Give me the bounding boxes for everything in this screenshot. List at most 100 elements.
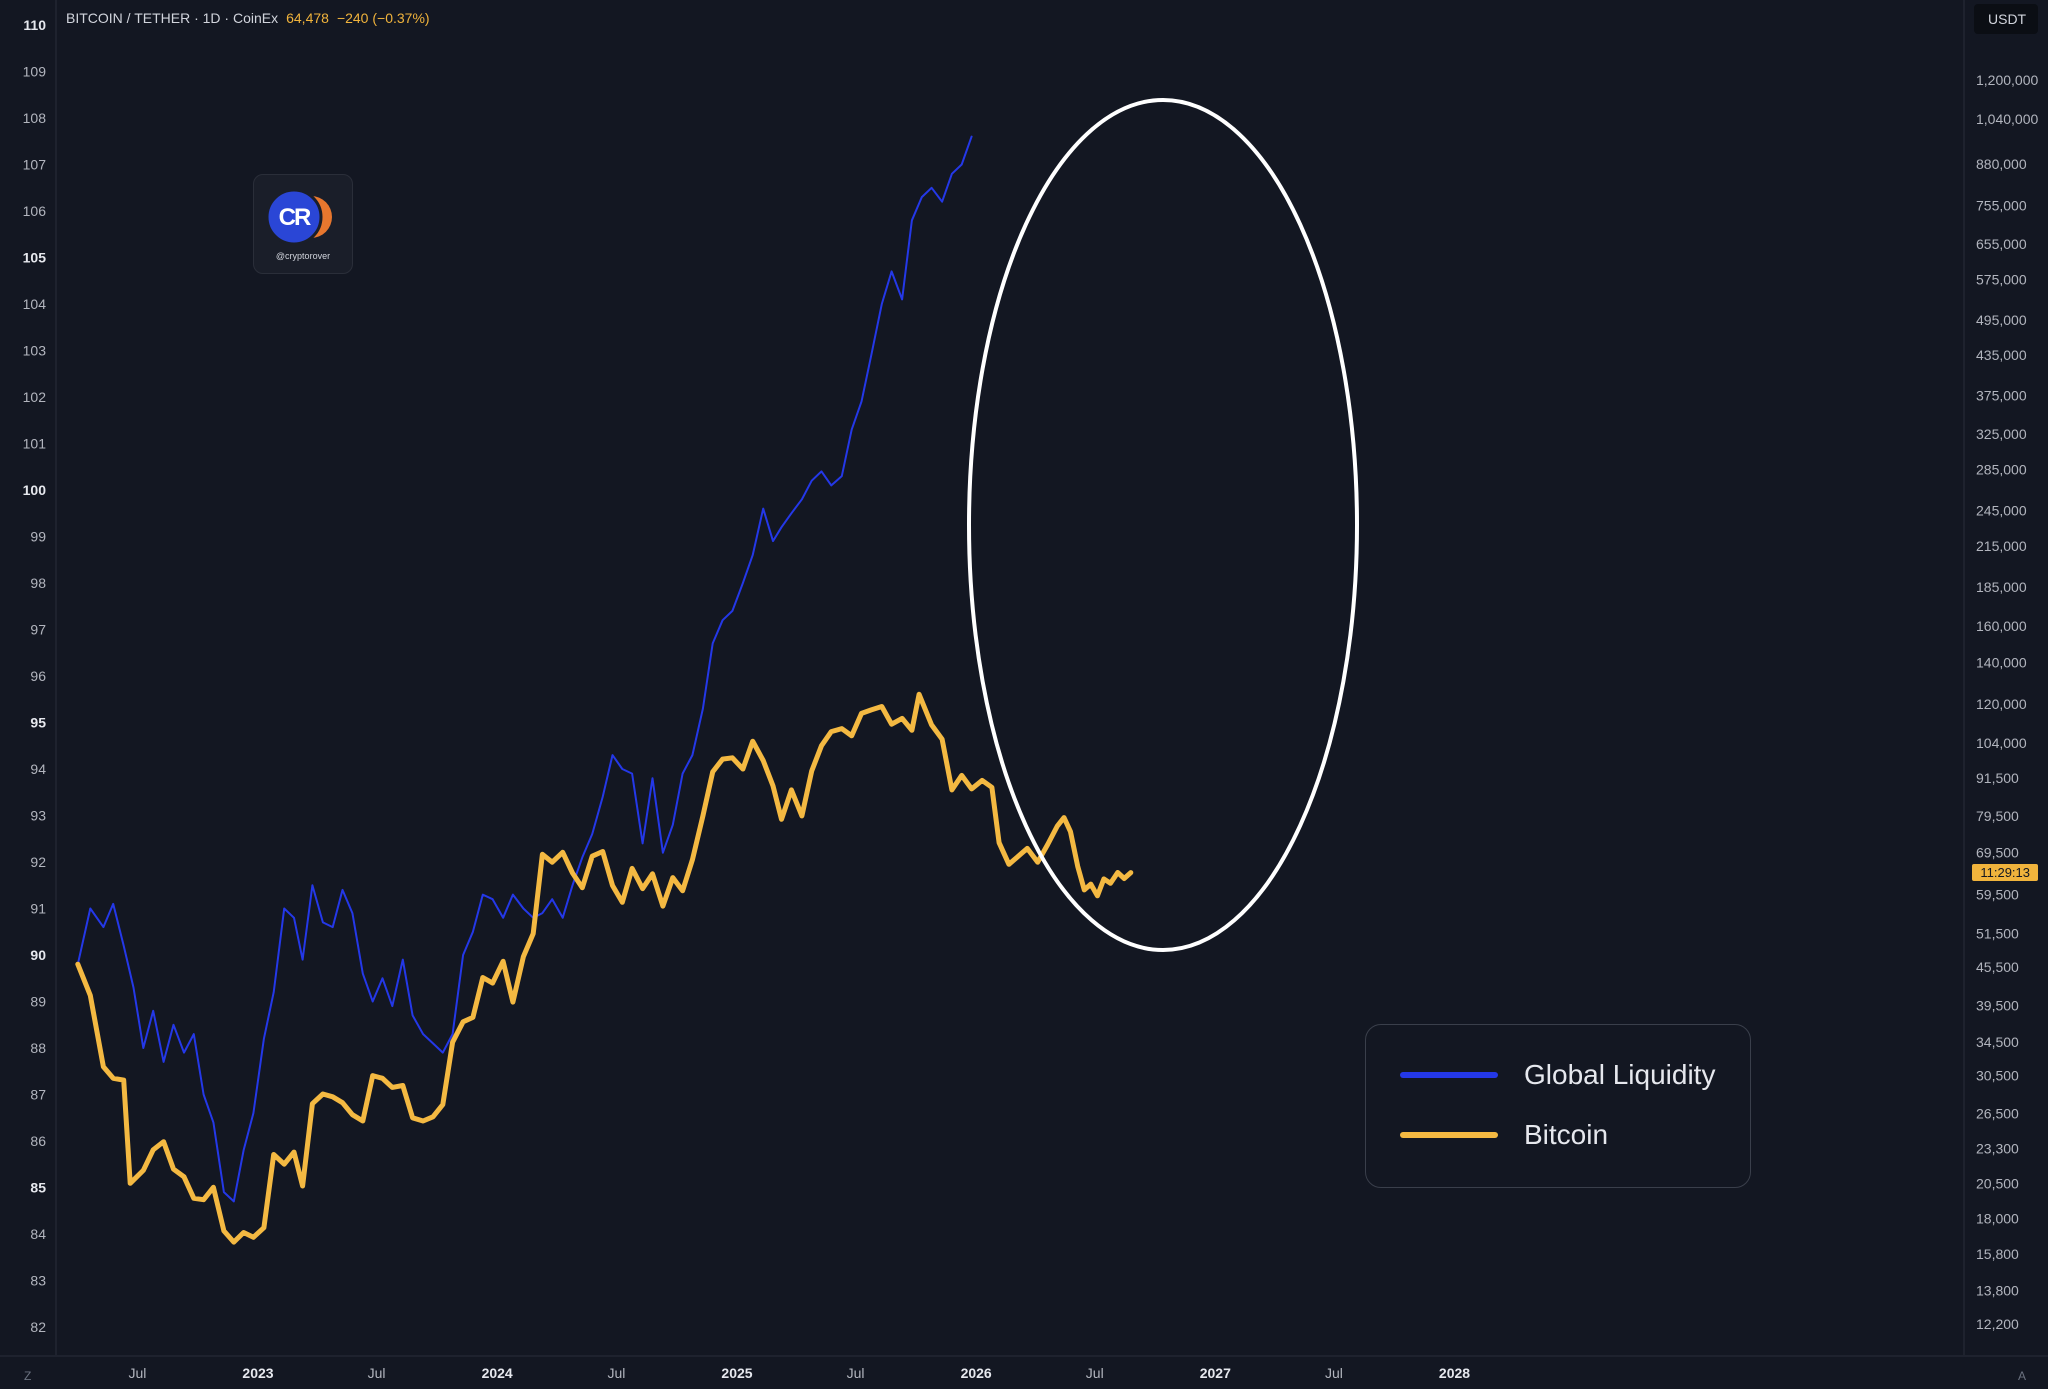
left-axis-tick-label: 92 (30, 854, 46, 870)
legend-label-liquidity: Global Liquidity (1524, 1059, 1716, 1090)
right-axis-tick-label: 23,300 (1976, 1141, 2019, 1157)
logo-caption: @cryptorover (275, 251, 331, 261)
legend-box: Global Liquidity Bitcoin (1365, 1024, 1751, 1188)
right-axis-tick-label: 39,500 (1976, 997, 2019, 1013)
time-axis-tick-label: 2028 (1439, 1365, 1470, 1381)
right-axis-tick-label: 20,500 (1976, 1175, 2019, 1191)
left-axis-tick-label: 84 (30, 1226, 46, 1242)
right-axis-tick-label: 495,000 (1976, 312, 2027, 328)
right-axis-tick-label: 575,000 (1976, 271, 2027, 287)
left-axis-tick-label: 106 (23, 203, 47, 219)
symbol-title: BITCOIN / TETHER · 1D · CoinEx (66, 10, 279, 26)
left-axis-tick-label: 105 (23, 250, 47, 266)
right-axis-tick-label: 79,500 (1976, 808, 2019, 824)
right-axis-tick-label: 160,000 (1976, 618, 2027, 634)
time-axis-tick-label: Jul (607, 1365, 625, 1381)
time-axis-tick-label: 2027 (1200, 1365, 1231, 1381)
bitcoin-line (75, 691, 1134, 1245)
cryptorover-logo-icon: ₿ (265, 188, 332, 246)
left-axis-tick-label: 82 (30, 1319, 46, 1335)
left-axis-tick-label: 90 (30, 947, 46, 963)
time-axis-tick-label: 2024 (482, 1365, 513, 1381)
left-axis-tick-label: 100 (23, 482, 47, 498)
left-axis-tick-label: 86 (30, 1133, 46, 1149)
right-axis-tick-label: 325,000 (1976, 426, 2027, 442)
left-axis-tick-label: 107 (23, 157, 47, 173)
time-axis-tick-label: 2026 (961, 1365, 992, 1381)
right-axis-tick-label: 755,000 (1976, 198, 2027, 214)
right-axis-tick-label: 1,200,000 (1976, 72, 2038, 88)
right-axis-tick-label: 880,000 (1976, 156, 2027, 172)
left-axis-tick-label: 98 (30, 575, 46, 591)
right-axis-tick-label: 435,000 (1976, 347, 2027, 363)
right-axis-tick-label: 13,800 (1976, 1283, 2019, 1299)
legend-swatch-bitcoin (1400, 1132, 1498, 1138)
left-axis-tick-label: 101 (23, 436, 47, 452)
right-axis-tick-label: 215,000 (1976, 538, 2027, 554)
time-axis-tick-label: Jul (847, 1365, 865, 1381)
right-axis-tick-label: 1,040,000 (1976, 111, 2038, 127)
right-axis-tick-label: 245,000 (1976, 503, 2027, 519)
right-axis-tick-label: 104,000 (1976, 735, 2027, 751)
right-axis-tick-label: 15,800 (1976, 1246, 2019, 1262)
right-axis-tick-label: 18,000 (1976, 1211, 2019, 1227)
right-axis-tick-label: 120,000 (1976, 696, 2027, 712)
right-axis-tick-label: 12,200 (1976, 1316, 2019, 1332)
symbol-header[interactable]: BITCOIN / TETHER · 1D · CoinEx 64,478 −240… (66, 10, 430, 26)
right-axis-tick-label: 69,500 (1976, 844, 2019, 860)
auto-scale-icon[interactable]: A (2017, 1369, 2026, 1383)
currency-unit-badge[interactable]: USDT (1974, 4, 2038, 34)
left-axis-tick-label: 94 (30, 761, 46, 777)
left-axis-tick-label: 108 (23, 110, 47, 126)
right-axis-tick-label: 91,500 (1976, 770, 2019, 786)
time-axis-tick-label: Jul (1325, 1365, 1343, 1381)
right-axis-tick-label: 655,000 (1976, 236, 2027, 252)
right-axis-ticks: 1,200,000 1,040,000 880,000 755,000 655,000 5… (1976, 72, 2038, 1332)
time-axis-tick-label: 2025 (721, 1365, 752, 1381)
left-axis-tick-label: 83 (30, 1273, 46, 1289)
left-axis-tick-label: 104 (23, 296, 47, 312)
watermark-logo: ₿ CR @cryptorover (253, 174, 353, 274)
left-axis-tick-label: 93 (30, 808, 46, 824)
right-axis-tick-label: 51,500 (1976, 926, 2019, 942)
left-axis-tick-label: 87 (30, 1087, 46, 1103)
left-axis-tick-label: 99 (30, 529, 46, 545)
left-axis-tick-label: 88 (30, 1040, 46, 1056)
left-axis-tick-label: 109 (23, 64, 47, 80)
legend-item-global-liquidity: Global Liquidity (1400, 1055, 1715, 1095)
price-change: −240 (−0.37%) (336, 10, 430, 26)
time-axis-ticks: Jul 2023 Jul 2024 Jul 2025 Jul 2026 Jul 2027 Jul 20… (128, 1365, 1470, 1381)
countdown-badge: 11:29:13 (1972, 864, 2038, 881)
left-axis-tick-label: 110 (23, 17, 46, 33)
right-axis-tick-label: 26,500 (1976, 1106, 2019, 1122)
highlight-ellipse (967, 98, 1359, 952)
left-axis-tick-label: 89 (30, 994, 46, 1010)
left-axis-tick-label: 95 (30, 715, 46, 731)
right-axis-tick-label: 375,000 (1976, 387, 2027, 403)
legend-swatch-liquidity (1400, 1072, 1498, 1078)
left-axis-tick-label: 91 (30, 901, 46, 917)
left-axis-tick-label: 85 (30, 1180, 46, 1196)
time-axis-tick-label: Jul (368, 1365, 386, 1381)
left-axis-tick-label: 96 (30, 668, 46, 684)
right-axis-tick-label: 185,000 (1976, 579, 2027, 595)
time-axis-tick-label: 2023 (242, 1365, 273, 1381)
last-price: 64,478 (286, 10, 329, 26)
left-axis-tick-label: 97 (30, 622, 46, 638)
logo-mark: CR (278, 204, 312, 231)
zoom-toggle-icon[interactable]: Z (24, 1369, 32, 1383)
right-axis-tick-label: 59,500 (1976, 886, 2019, 902)
right-axis-tick-label: 34,500 (1976, 1034, 2019, 1050)
left-axis-ticks: 110 109 108 107 106 105 104 103 102 101 100 99 98 97 9… (23, 17, 47, 1335)
right-axis-tick-label: 285,000 (1976, 462, 2027, 478)
global-liquidity-line (76, 135, 973, 1203)
left-axis-tick-label: 103 (23, 343, 47, 359)
legend-label-bitcoin: Bitcoin (1524, 1119, 1609, 1150)
legend-item-bitcoin: Bitcoin (1400, 1115, 1608, 1155)
series-group (75, 135, 1134, 1245)
right-axis-tick-label: 140,000 (1976, 654, 2027, 670)
time-axis-tick-label: Jul (1086, 1365, 1104, 1381)
time-axis-tick-label: Jul (128, 1365, 146, 1381)
right-axis-tick-label: 30,500 (1976, 1068, 2019, 1084)
